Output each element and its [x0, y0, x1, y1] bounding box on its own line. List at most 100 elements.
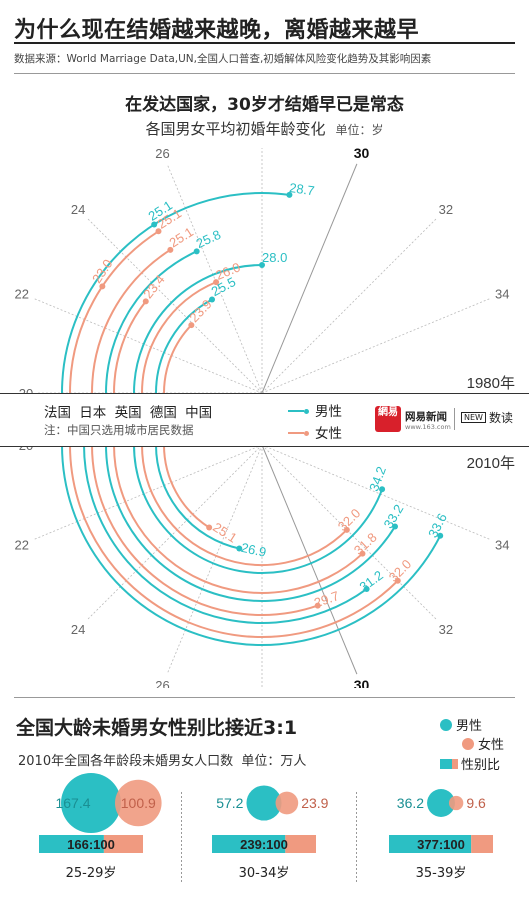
age-group-label-1: 30-34岁 [239, 866, 290, 881]
arc-2010-male-4-end-dot [236, 545, 243, 552]
axis-spoke-24 [86, 444, 263, 621]
axis-tick-label-24: 24 [71, 202, 85, 217]
section-divider [14, 697, 515, 698]
arc-2010-male-3-end-dot [379, 486, 386, 493]
legend-male-label: 男性 [315, 404, 342, 420]
arc-1980-female-0-end-dot [155, 228, 162, 235]
country-order-label: 法国 日本 英国 德国 中国 [44, 405, 213, 421]
axis-spoke-30 [261, 444, 358, 675]
value-label-2010-male-2: 33.2 [381, 502, 407, 531]
bubble-legend-ratio-label: 性别比 [461, 758, 501, 773]
bubble-legend-male-label: 男性 [456, 719, 483, 734]
axis-spoke-30 [261, 163, 358, 394]
arc-2010-female-3-end-dot [343, 526, 350, 533]
axis-tick-label-22: 22 [15, 537, 29, 552]
value-label-1980-male-2: 25.8 [194, 227, 223, 251]
section1-subtitle: 各国男女平均初婚年龄变化 单位：岁 [0, 118, 529, 139]
arc-1980-female-1 [91, 248, 171, 394]
bubble-legend-ratio: 性别比 [440, 754, 500, 773]
arc-1980-male-4-end-dot [209, 296, 216, 303]
axis-spoke-32 [261, 217, 438, 394]
axis-tick-label-34: 34 [495, 287, 509, 302]
data-source: 数据来源：World Marriage Data,UN,全国人口普查,初婚解体风… [14, 53, 432, 65]
axis-tick-label-34: 34 [495, 537, 509, 552]
arc-1980-male-2 [105, 250, 198, 394]
bubble-male-label-1: 57.2 [216, 795, 243, 811]
bubble-female-1 [275, 791, 299, 815]
arc-1980-male-2-end-dot [193, 248, 200, 255]
chart-note: 注：中国只选用城市居民数据 [44, 423, 194, 437]
arc-1980-female-2-end-dot [142, 298, 149, 305]
ratio-bar-female-0 [103, 835, 143, 853]
arc-2010-male-0-end-dot [437, 532, 444, 539]
ratio-bar-male-1 [212, 835, 286, 853]
bubble-male-1 [246, 785, 282, 821]
arc-1980-female-4-end-dot [188, 322, 195, 329]
arc-2010-female-4-end-dot [206, 524, 213, 531]
legend-female-line-icon [288, 432, 304, 434]
axis-spoke-26 [166, 163, 263, 394]
arc-2010-female-2 [113, 444, 364, 594]
arc-2010-male-2-end-dot [392, 523, 399, 530]
bubble-legend-male: 男性 [440, 715, 482, 734]
bubble-male-label-0: 167.4 [55, 795, 90, 811]
value-label-2010-female-4: 25.1 [210, 519, 239, 545]
arc-2010-female-4 [163, 444, 210, 529]
arc-2010-female-2-end-dot [359, 550, 366, 557]
ratio-label-2: 377:100 [417, 837, 465, 852]
bubble-legend-female-label: 女性 [478, 738, 505, 753]
axis-tick-label-26: 26 [155, 148, 169, 161]
axis-spoke-22 [32, 444, 263, 541]
arc-1980-female-3-end-dot [213, 279, 220, 286]
arc-1980-female-4 [163, 324, 193, 394]
shudu-badge: NEW [461, 412, 486, 423]
arc-1980-male-3 [133, 264, 263, 394]
arc-1980-female-3 [141, 281, 217, 394]
legend-band [0, 393, 529, 447]
axis-spoke-34 [261, 444, 492, 541]
legend-female-dot-icon [304, 431, 309, 436]
value-label-1980-female-1: 25.1 [167, 224, 196, 250]
radial-chart-title: 各国男女平均初婚年龄变化 [145, 120, 326, 138]
ratio-bar-female-2 [471, 835, 493, 853]
bubble-female-label-1: 23.9 [301, 795, 328, 811]
value-label-2010-male-1: 31.2 [357, 567, 386, 594]
ratio-female-swatch-icon [452, 759, 458, 769]
arc-2010-female-1-end-dot [314, 602, 321, 609]
arc-1980-male-0-end-dot [286, 191, 293, 198]
bubble-female-label-2: 9.6 [466, 795, 486, 811]
axis-tick-label-30: 30 [354, 148, 370, 161]
value-label-2010-male-0: 33.6 [425, 511, 450, 540]
year-1980-label: 1980年 [466, 375, 515, 392]
arc-2010-male-3 [133, 444, 384, 574]
legend-male-line-icon [288, 410, 304, 412]
section2-headline: 全国大龄未婚男女性别比接近3:1 [16, 717, 298, 739]
value-label-2010-male-4: 26.9 [240, 540, 268, 560]
title-rule [14, 42, 515, 44]
male-dot-icon [440, 719, 452, 731]
age-group-label-0: 25-29岁 [66, 866, 117, 881]
axis-spoke-24 [86, 217, 263, 394]
source-rule [14, 73, 515, 74]
value-label-1980-male-0: 28.7 [288, 180, 315, 198]
arc-1980-female-0 [69, 230, 160, 394]
bubble-male-label-2: 36.2 [397, 795, 424, 811]
ratio-bar-female-1 [285, 835, 316, 853]
axis-tick-label-24: 24 [71, 622, 85, 637]
year-2010-label: 2010年 [466, 455, 515, 472]
arc-2010-female-0-end-dot [394, 577, 401, 584]
shudu-logo: NEW 数读 [461, 409, 513, 426]
page-title: 为什么现在结婚越来越晚，离婚越来越早 [14, 18, 420, 43]
bubble-male-2 [427, 789, 455, 817]
arc-2010-female-1 [91, 444, 319, 616]
arc-1980-female-2 [113, 300, 147, 394]
axis-tick-label-22: 22 [15, 287, 29, 302]
arc-1980-male-3-end-dot [259, 262, 265, 268]
bubble-legend-female: 女性 [462, 734, 504, 753]
arc-1980-male-4 [155, 298, 213, 394]
axis-spoke-34 [261, 297, 492, 394]
arc-2010-male-2 [105, 444, 396, 602]
arc-2010-female-3 [141, 444, 348, 566]
arc-1980-male-0 [61, 192, 290, 394]
arc-2010-male-1-end-dot [363, 586, 370, 593]
